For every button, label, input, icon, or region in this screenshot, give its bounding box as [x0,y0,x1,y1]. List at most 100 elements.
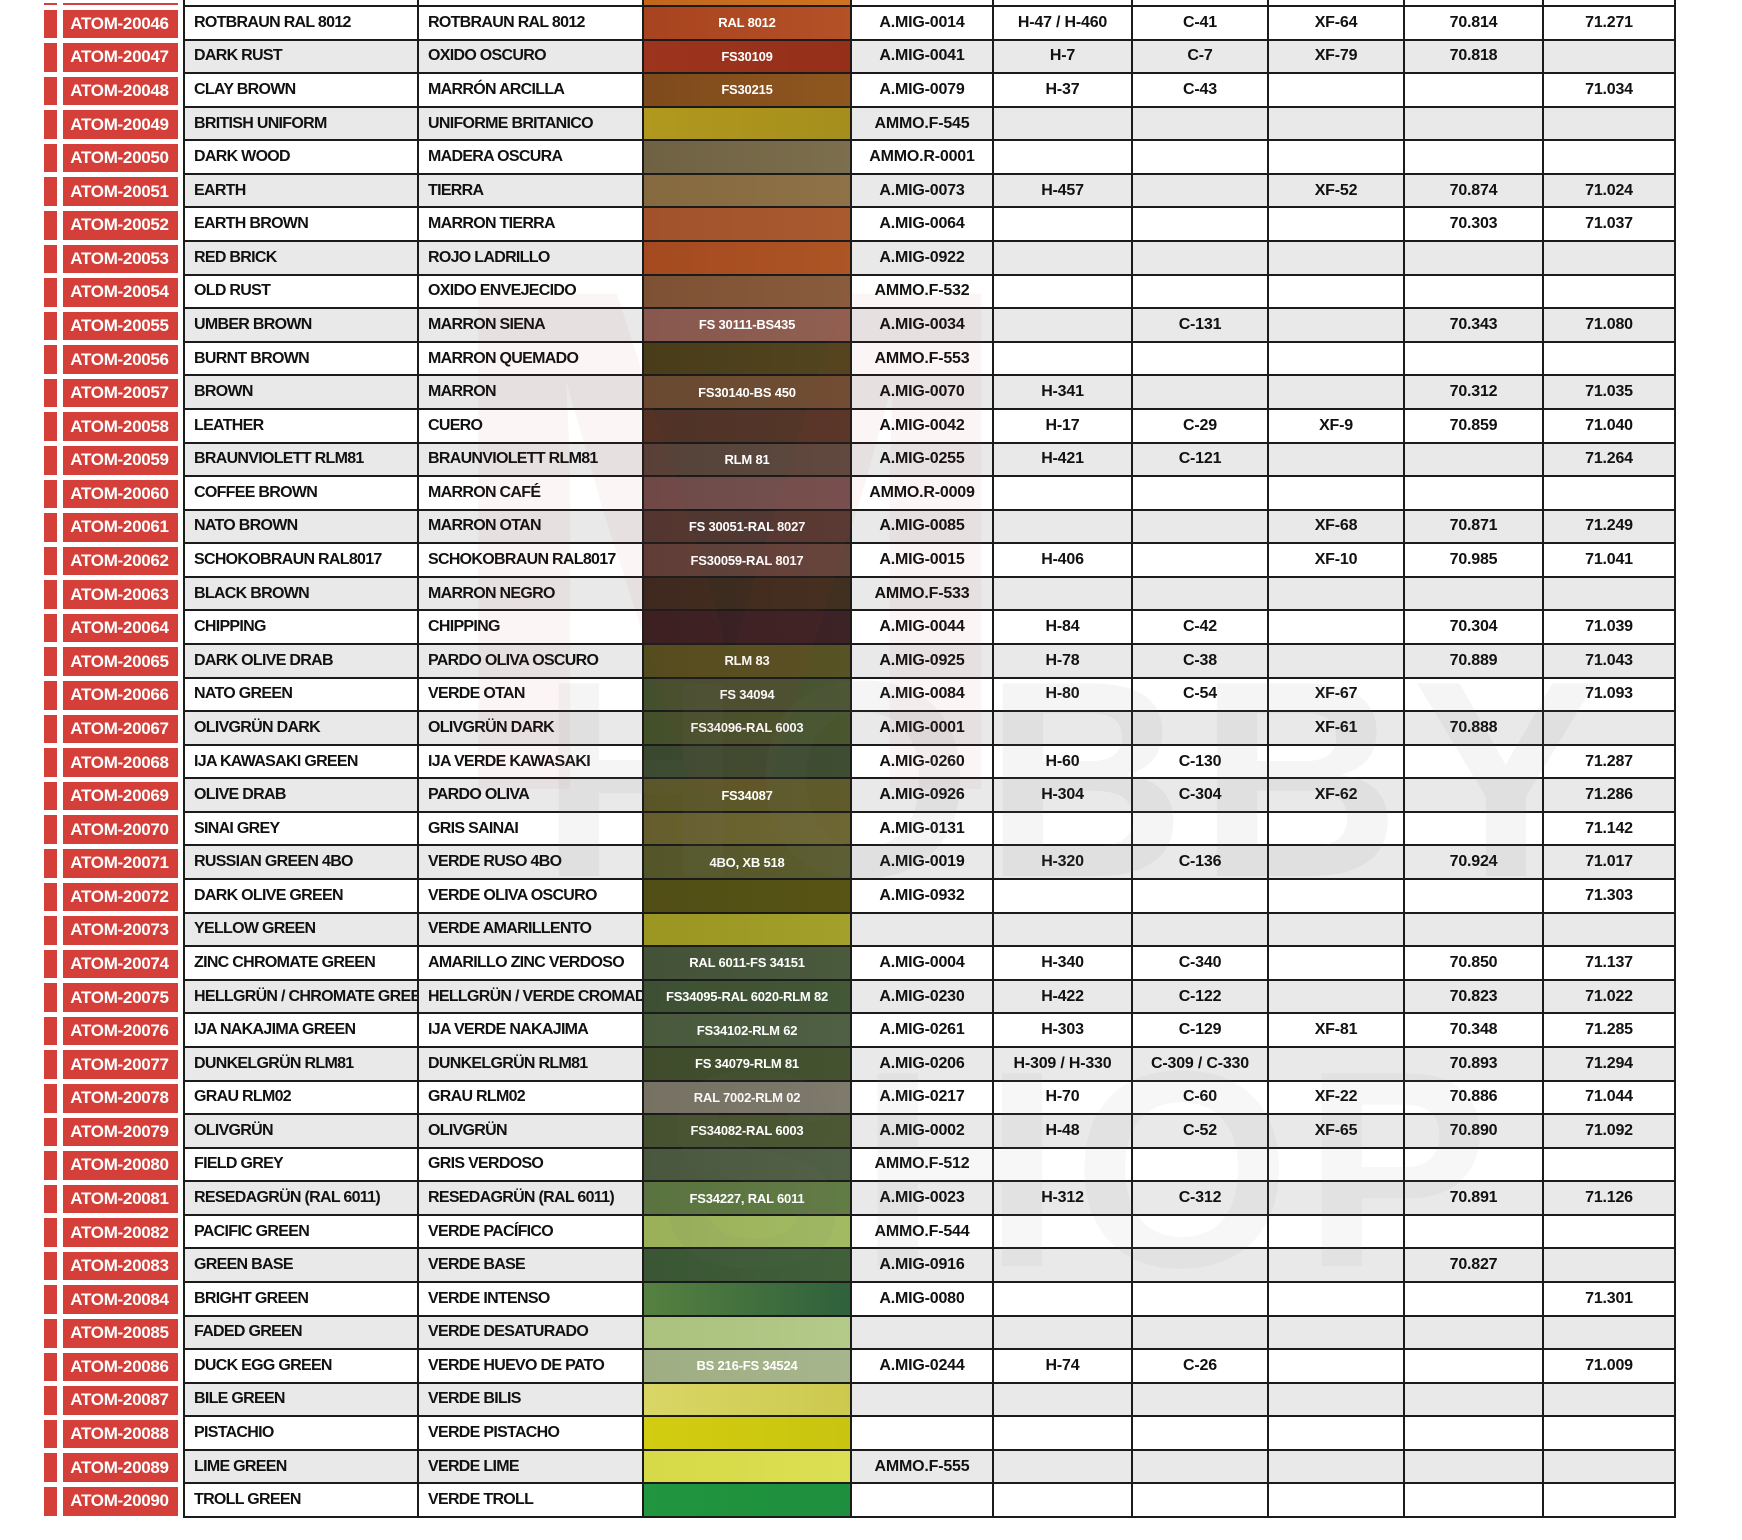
color-swatch: FS 30051-RAL 8027 [642,510,850,545]
paint-name-en: EARTH [194,181,246,199]
equiv-h-cell: H-309 / H-330 [992,1047,1131,1082]
name-es-cell: VERDE BASE [417,1249,642,1283]
paint-name-en: BLACK BROWN [194,584,310,602]
name-es-cell: GRAU RLM02 [417,1081,642,1116]
table-row: ATOM-20054 OLD RUST OXIDO ENVEJECIDO AMMO.F… [44,275,1676,310]
swatch-standard-label: FS30140-BS 450 [698,384,796,400]
equiv-70-cell [1403,577,1542,612]
atom-code-badge: ATOM-20073 [44,916,178,945]
table-row: ATOM-20074 ZINC CHROMATE GREEN AMARILLO ZI… [44,947,1676,981]
name-es-cell: VERDE LIME [417,1450,642,1485]
equiv-h-cell: H-84 [992,611,1131,645]
paint-name-es: UNIFORME BRITANICO [428,114,594,132]
atom-code-cell: ATOM-20079 [44,1115,183,1149]
equiv-c-cell: C-136 [1131,846,1267,881]
atom-code-badge: ATOM-20049 [44,110,178,139]
paint-name-en: DARK OLIVE DRAB [194,651,334,669]
paint-name-en: OLIVE DRAB [194,786,286,804]
color-swatch: FS 34094 [642,678,850,713]
name-es-cell: PARDO OLIVA OSCURO [417,644,642,679]
equiv-amig-cell: A.MIG-0085 [850,510,992,545]
paint-name-es: VERDE DESATURADO [428,1323,589,1341]
name-es-cell: MARRON TIERRA [417,208,642,243]
color-swatch: 4BO, XB 518 [642,846,850,881]
paint-name-en: GRAU RLM02 [194,1088,292,1106]
name-en-cell: YELLOW GREEN [183,913,417,948]
atom-code-badge: ATOM-20057 [44,378,178,408]
atom-code-badge: ATOM-20079 [44,1117,178,1147]
name-es-cell: AMARILLO ZINC VERDOSO [417,947,642,981]
atom-code-badge: ATOM-20075 [44,983,178,1012]
atom-code-cell: ATOM-20069 [44,779,183,813]
atom-code-badge: ATOM-20068 [44,748,178,777]
table-row: ATOM-20084 BRIGHT GREEN VERDE INTENSO A.MIG… [44,1282,1676,1317]
paint-name-es: MARRON SIENA [428,315,546,333]
name-en-cell: EARTH [183,174,417,209]
equiv-c-cell [1131,1282,1267,1317]
name-es-cell: OXIDO ENVEJECIDO [417,275,642,310]
name-es-cell: MARRON [417,376,642,410]
equiv-71-cell [1542,242,1676,276]
equiv-c-cell: C-121 [1131,443,1267,478]
paint-name-es: MARRON NEGRO [428,584,555,602]
atom-code-cell: ATOM-20057 [44,376,183,410]
equiv-h-cell: H-17 [992,409,1131,444]
atom-code-badge: ATOM-20087 [44,1386,178,1415]
atom-code-badge: ATOM-20047 [44,43,178,72]
table-row: ATOM-20081 RESEDAGRÜN (RAL 6011) RESEDAGRÜ… [44,1182,1676,1216]
equiv-h-cell: H-78 [992,644,1131,679]
equiv-amig-cell: AMMO.F-544 [850,1215,992,1250]
equiv-xf-cell: XF-81 [1267,1014,1403,1048]
equiv-71-cell [1542,913,1676,948]
equiv-xf-cell: XF-64 [1267,7,1403,41]
name-es-cell: GRIS VERDOSO [417,1148,642,1183]
swatch-standard-label: FS34096-RAL 6003 [690,720,804,736]
name-en-cell: PISTACHIO [183,1417,417,1451]
equiv-amig-cell [850,913,992,948]
equiv-h-cell: H-457 [992,174,1131,209]
color-swatch: RLM 83 [642,644,850,679]
swatch-standard-label: FS34087 [721,787,773,803]
atom-code-badge: ATOM-20086 [44,1352,178,1382]
paint-name-es: CUERO [428,416,483,434]
atom-code-cell: ATOM-20062 [44,544,183,578]
equiv-xf-cell: XF-65 [1267,1115,1403,1149]
equiv-70-cell [1403,1383,1542,1418]
equiv-71-cell [1542,1417,1676,1451]
paint-name-en: PACIFIC GREEN [194,1222,310,1240]
table-row: ATOM-20057 BROWN MARRON FS30140-BS 450 A.MIG… [44,376,1676,410]
equiv-70-cell: 70.888 [1403,712,1542,746]
equiv-70-cell: 70.343 [1403,309,1542,343]
equiv-70-cell: 70.823 [1403,980,1542,1015]
equiv-amig-cell: A.MIG-0925 [850,644,992,679]
name-en-cell: BRITISH UNIFORM [183,107,417,142]
paint-name-en: UMBER BROWN [194,315,312,333]
equiv-h-cell: H-312 [992,1182,1131,1216]
color-swatch: RAL 8012 [642,7,850,41]
color-swatch [642,409,850,444]
table-row: ATOM-20079 OLIVGRÜN OLIVGRÜN FS34082-RAL 60… [44,1115,1676,1149]
table-row: ATOM-20063 BLACK BROWN MARRON NEGRO AMMO.F-… [44,577,1676,612]
color-swatch [642,275,850,310]
table-row: ATOM-20060 COFFEE BROWN MARRON CAFÉ AMMO.R-… [44,477,1676,511]
equiv-amig-cell: AMMO.R-0009 [850,477,992,511]
atom-code-badge: ATOM-20080 [44,1151,178,1180]
color-swatch: FS30109 [642,40,850,75]
equiv-h-cell [992,208,1131,243]
name-en-cell: FADED GREEN [183,1316,417,1351]
equiv-70-cell [1403,913,1542,948]
table-row: ATOM-20088 PISTACHIO VERDE PISTACHO [44,1417,1676,1451]
paint-name-es: VERDE RUSO 4BO [428,853,562,871]
table-row: ATOM-20082 PACIFIC GREEN VERDE PACÍFICO AMM… [44,1215,1676,1250]
equiv-xf-cell: XF-67 [1267,678,1403,713]
equiv-70-cell: 70.924 [1403,846,1542,881]
table-row: ATOM-20089 LIME GREEN VERDE LIME AMMO.F-555 [44,1450,1676,1485]
equiv-c-cell: C-340 [1131,947,1267,981]
equiv-70-cell [1403,477,1542,511]
color-swatch [642,1316,850,1351]
name-en-cell: OLD RUST [183,275,417,310]
swatch-standard-label: RAL 7002-RLM 02 [693,1089,801,1105]
name-en-cell: RED BRICK [183,242,417,276]
paint-name-es: MARRON [428,383,496,401]
paint-name-es: BRAUNVIOLETT RLM81 [428,450,598,468]
